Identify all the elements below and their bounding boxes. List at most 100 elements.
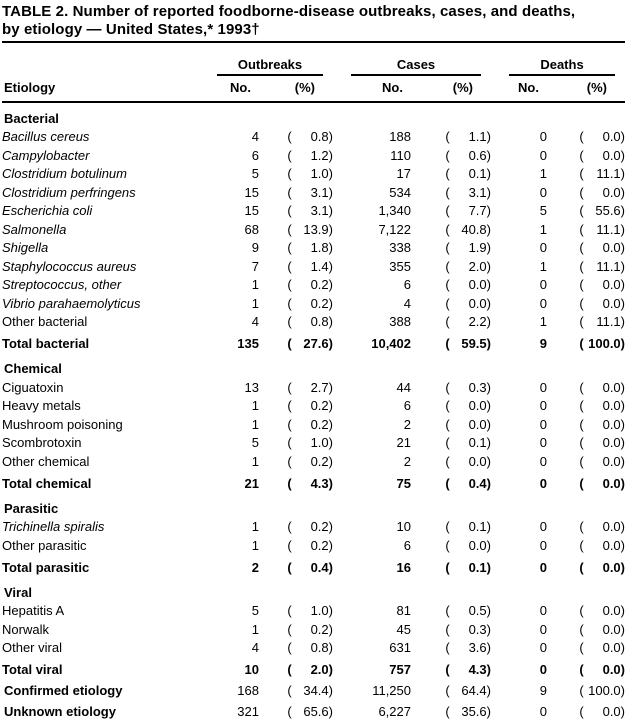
column-spacer <box>491 555 505 577</box>
table-row: Clostridium perfringens 15 (3.1) 534 (3.1) 0 (… <box>2 183 625 202</box>
column-spacer <box>491 434 505 453</box>
cases-pct-cell: (0.5) <box>445 603 491 618</box>
outbreaks-no-cell: 1 <box>251 453 259 469</box>
cases-pct-cell: (0.0) <box>445 416 491 432</box>
column-spacer <box>491 294 505 313</box>
table-body: Bacterial Bacillus cereus 4 (0.8) 188 (1.1) 0 (… <box>2 102 625 722</box>
table-row: Total bacterial 135 (27.6) 10,402 (59.5) 9 (10… <box>2 331 625 353</box>
column-spacer <box>491 415 505 434</box>
column-spacer <box>491 620 505 639</box>
cases-no-cell: 388 <box>389 314 411 329</box>
col-header-etiology: Etiology <box>2 77 213 103</box>
cases-pct-cell: (3.1) <box>445 184 491 200</box>
deaths-pct-cell: (0.0) <box>579 416 625 432</box>
etiology-label: Campylobacter <box>2 147 90 163</box>
deaths-pct-cell: (55.6) <box>579 203 625 218</box>
column-spacer <box>491 202 505 221</box>
outbreaks-no-cell: 9 <box>251 240 259 255</box>
cases-pct-cell: (0.0) <box>445 537 491 553</box>
outbreaks-pct-cell: (0.8) <box>287 129 333 144</box>
table-row: Total chemical 21 (4.3) 75 (0.4) 0 (0.0) <box>2 471 625 493</box>
outbreaks-pct-cell: (2.0) <box>287 662 333 677</box>
deaths-pct-cell: (0.0) <box>579 295 625 311</box>
deaths-pct-cell: (0.0) <box>579 662 625 677</box>
outbreaks-no-cell: 5 <box>251 603 259 618</box>
table-row: Clostridium botulinum 5 (1.0) 17 (0.1) 1 (11.1… <box>2 165 625 184</box>
outbreaks-no-cell: 4 <box>251 640 259 655</box>
column-spacer <box>333 679 347 700</box>
outbreaks-no-cell: 321 <box>237 704 259 719</box>
column-spacer <box>491 679 505 700</box>
etiology-label: Escherichia coli <box>2 203 93 218</box>
etiology-label: Other parasitic <box>2 537 87 553</box>
cases-no-cell: 6 <box>403 277 411 292</box>
table-row: Ciguatoxin 13 (2.7) 44 (0.3) 0 (0.0) <box>2 378 625 397</box>
cases-pct-cell: (0.1) <box>445 166 491 181</box>
table-row: Confirmed etiology 168 (34.4) 11,250 (64.4) 9… <box>2 679 625 700</box>
deaths-pct-cell: (11.1) <box>579 314 625 329</box>
etiology-label: Streptococcus, other <box>2 277 122 292</box>
column-spacer <box>491 639 505 658</box>
cases-no-cell: 44 <box>396 379 411 395</box>
table-row: Norwalk 1 (0.2) 45 (0.3) 0 (0.0) <box>2 620 625 639</box>
column-spacer <box>333 620 347 639</box>
cases-no-cell: 45 <box>396 621 411 637</box>
outbreaks-no-cell: 5 <box>251 435 259 450</box>
table-row: Heavy metals 1 (0.2) 6 (0.0) 0 (0.0) <box>2 397 625 416</box>
deaths-no-cell: 0 <box>539 704 547 719</box>
column-spacer <box>333 128 347 147</box>
deaths-no-cell: 0 <box>539 519 547 534</box>
etiology-label: Total chemical <box>2 475 92 491</box>
outbreaks-no-cell: 135 <box>237 336 259 351</box>
column-spacer <box>333 220 347 239</box>
etiology-label: Salmonella <box>2 221 67 237</box>
cases-pct-cell: (0.1) <box>445 559 491 575</box>
outbreaks-no-cell: 1 <box>251 295 259 311</box>
column-spacer <box>491 220 505 239</box>
outbreaks-pct-cell: (0.2) <box>287 453 333 469</box>
deaths-no-cell: 1 <box>539 221 547 237</box>
column-spacer <box>491 602 505 621</box>
outbreaks-no-cell: 1 <box>251 621 259 637</box>
deaths-pct-cell: (100.0) <box>579 336 625 351</box>
cases-pct-cell: (0.3) <box>445 621 491 637</box>
outbreaks-pct-cell: (0.2) <box>287 398 333 413</box>
outbreaks-no-cell: 4 <box>251 129 259 144</box>
col-group-outbreaks: Outbreaks <box>213 43 333 77</box>
outbreaks-pct-cell: (1.2) <box>287 147 333 163</box>
cases-pct-cell: (0.4) <box>445 475 491 491</box>
deaths-pct-cell: (0.0) <box>579 453 625 469</box>
outbreaks-no-cell: 5 <box>251 166 259 181</box>
col-header-cases-pct: (%) <box>411 77 491 103</box>
cases-pct-cell: (0.0) <box>445 398 491 413</box>
column-spacer <box>491 128 505 147</box>
outbreaks-no-cell: 15 <box>244 203 259 218</box>
outbreaks-pct-cell: (0.4) <box>287 559 333 575</box>
etiology-label: Clostridium perfringens <box>2 184 136 200</box>
deaths-pct-cell: (0.0) <box>579 640 625 655</box>
outbreaks-no-cell: 10 <box>244 662 259 677</box>
table-row: Escherichia coli 15 (3.1) 1,340 (7.7) 5 (55.6) <box>2 202 625 221</box>
table-row: Total viral 10 (2.0) 757 (4.3) 0 (0.0) <box>2 657 625 679</box>
cases-no-cell: 7,122 <box>378 221 411 237</box>
cases-pct-cell: (0.3) <box>445 379 491 395</box>
table-row: Bacillus cereus 4 (0.8) 188 (1.1) 0 (0.0) <box>2 128 625 147</box>
outbreaks-pct-cell: (65.6) <box>287 704 333 719</box>
col-header-deaths-no: No. <box>505 77 547 103</box>
column-spacer <box>333 202 347 221</box>
cases-no-cell: 2 <box>403 453 411 469</box>
etiology-label: Total parasitic <box>2 559 90 575</box>
cases-no-cell: 6,227 <box>378 704 411 719</box>
etiology-label: Other viral <box>2 640 62 655</box>
column-spacer <box>333 452 347 471</box>
outbreaks-pct-cell: (0.2) <box>287 277 333 292</box>
table-row: Hepatitis A 5 (1.0) 81 (0.5) 0 (0.0) <box>2 602 625 621</box>
etiology-label: Bacillus cereus <box>2 129 90 144</box>
outbreaks-pct-cell: (0.2) <box>287 621 333 637</box>
table-row: Staphylococcus aureus 7 (1.4) 355 (2.0) 1 (11.… <box>2 257 625 276</box>
cases-pct-cell: (2.2) <box>445 314 491 329</box>
column-spacer <box>333 639 347 658</box>
deaths-no-cell: 1 <box>539 166 547 181</box>
deaths-pct-cell: (0.0) <box>579 475 625 491</box>
